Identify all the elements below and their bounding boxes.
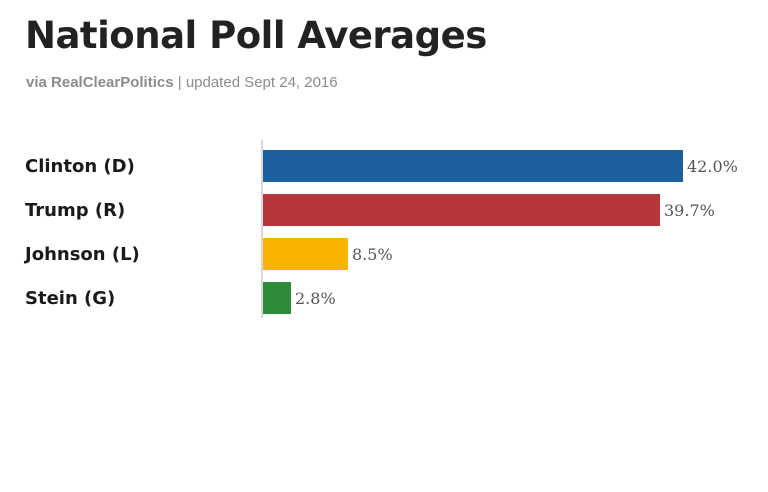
chart-subtitle: via RealClearPolitics | updated Sept 24,… — [26, 74, 338, 91]
value-label: 8.5% — [352, 245, 393, 264]
bar — [263, 282, 291, 314]
value-label: 39.7% — [664, 201, 715, 220]
updated-date: updated Sept 24, 2016 — [185, 74, 338, 91]
bar — [263, 150, 683, 182]
subtitle-separator: | — [173, 74, 186, 91]
category-label: Johnson (L) — [23, 244, 140, 265]
category-label: Trump (R) — [25, 200, 125, 221]
source-credit: via RealClearPolitics — [26, 74, 174, 91]
bar — [263, 238, 348, 270]
bar — [263, 194, 660, 226]
category-label: Clinton (D) — [25, 156, 135, 177]
chart-title: National Poll Averages — [25, 14, 487, 57]
value-label: 2.8% — [295, 289, 336, 308]
value-label: 42.0% — [687, 157, 738, 176]
category-label: Stein (G) — [25, 288, 115, 309]
